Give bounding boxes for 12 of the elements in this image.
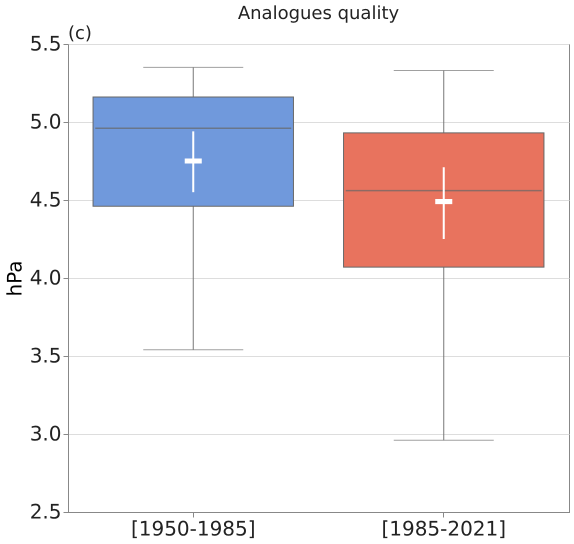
y-tick-label: 4.0 [30,266,62,290]
x-tick-label: [1985-2021] [381,516,506,540]
x-tick-label: [1950-1985] [130,516,256,540]
y-tick-label: 3.5 [30,344,62,368]
y-tick-label: 3.0 [30,422,62,446]
y-axis-title: hPa [2,260,27,297]
y-tick-label: 5.0 [30,110,62,134]
y-tick-label: 5.5 [30,32,62,56]
chart-title: Analogues quality [238,3,400,24]
text: (c) [68,23,92,44]
y-tick-label: 4.5 [30,188,62,212]
y-tick-label: 2.5 [30,500,62,524]
